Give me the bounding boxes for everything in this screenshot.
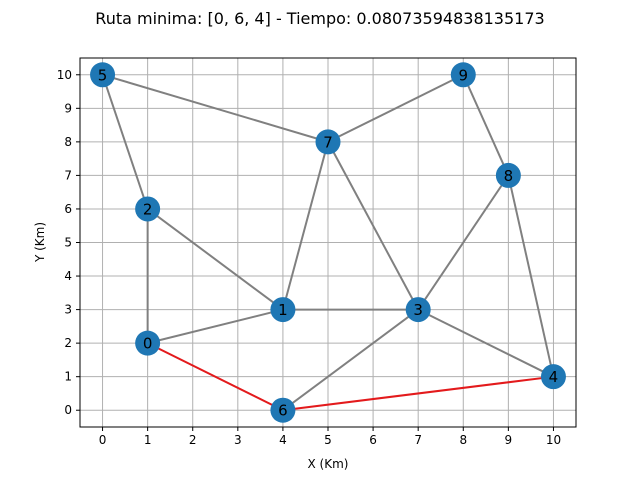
grid: [80, 58, 576, 427]
nodes: 0 1 2 3 4 5 6 7 8 9: [90, 62, 566, 423]
y-axis-label: Y (Km): [33, 222, 47, 263]
x-tick-label: 4: [279, 433, 287, 447]
node-marker: [450, 62, 476, 88]
node-8: 8: [495, 162, 521, 188]
edge-3-6: [282, 308, 419, 412]
node-4: 4: [540, 364, 566, 390]
node-marker: [270, 397, 296, 423]
edge-9-8: [462, 74, 510, 176]
node-label: 5: [98, 66, 108, 84]
edge-7-9: [327, 73, 464, 143]
edge-7-3: [327, 141, 420, 311]
y-tick-label: 5: [64, 236, 72, 250]
node-label: 3: [413, 301, 423, 319]
node-label: 8: [504, 167, 514, 185]
route-edge-6-4: [282, 375, 554, 412]
y-ticks: 0 1 2 3 4 5 6 7 8 9 10: [57, 68, 80, 417]
node-marker: [315, 129, 341, 155]
edge-8-3: [417, 174, 510, 311]
node-marker: [90, 62, 116, 88]
node-2: 2: [135, 196, 161, 222]
x-tick-label: 5: [324, 433, 332, 447]
node-label: 6: [278, 402, 288, 420]
edge-8-4: [507, 175, 555, 377]
node-marker: [495, 162, 521, 188]
node-marker: [135, 330, 161, 356]
x-tick-label: 7: [414, 433, 422, 447]
edge-5-7: [102, 73, 329, 143]
node-marker: [270, 297, 296, 323]
x-tick-label: 10: [546, 433, 561, 447]
route-edge-0-6: [147, 342, 284, 412]
node-1: 1: [270, 297, 296, 323]
x-tick-label: 2: [189, 433, 197, 447]
edges: [101, 73, 555, 412]
node-label: 2: [143, 200, 153, 218]
x-tick-label: 3: [234, 433, 242, 447]
node-label: 1: [278, 301, 288, 319]
node-label: 9: [458, 66, 468, 84]
y-tick-label: 4: [64, 269, 72, 283]
route-edges: [147, 342, 554, 412]
node-3: 3: [405, 297, 431, 323]
x-tick-label: 0: [99, 433, 107, 447]
node-label: 4: [549, 368, 559, 386]
y-tick-label: 1: [64, 370, 72, 384]
y-tick-label: 10: [57, 68, 72, 82]
y-tick-label: 0: [64, 403, 72, 417]
y-tick-label: 8: [64, 135, 72, 149]
x-tick-label: 1: [144, 433, 152, 447]
edge-2-5: [101, 74, 149, 210]
edge-3-4: [417, 308, 554, 378]
y-tick-label: 2: [64, 336, 72, 350]
node-5: 5: [90, 62, 116, 88]
node-7: 7: [315, 129, 341, 155]
node-label: 7: [323, 133, 333, 151]
node-9: 9: [450, 62, 476, 88]
node-6: 6: [270, 397, 296, 423]
node-0: 0: [135, 330, 161, 356]
node-marker: [405, 297, 431, 323]
edge-7-1: [281, 141, 329, 310]
x-axis-label: X (Km): [308, 457, 349, 471]
x-tick-label: 6: [369, 433, 377, 447]
y-tick-label: 3: [64, 303, 72, 317]
edge-0-1: [147, 308, 284, 345]
x-tick-label: 9: [505, 433, 513, 447]
y-tick-label: 7: [64, 168, 72, 182]
node-marker: [540, 364, 566, 390]
y-tick-label: 9: [64, 101, 72, 115]
y-tick-label: 6: [64, 202, 72, 216]
x-ticks: 0 1 2 3 4 5 6 7 8 9 10: [99, 427, 561, 447]
node-label: 0: [143, 335, 153, 353]
edge-2-1: [147, 208, 284, 311]
x-tick-label: 8: [459, 433, 467, 447]
chart-title: Ruta minima: [0, 6, 4] - Tiempo: 0.08073…: [95, 9, 544, 28]
node-marker: [135, 196, 161, 222]
